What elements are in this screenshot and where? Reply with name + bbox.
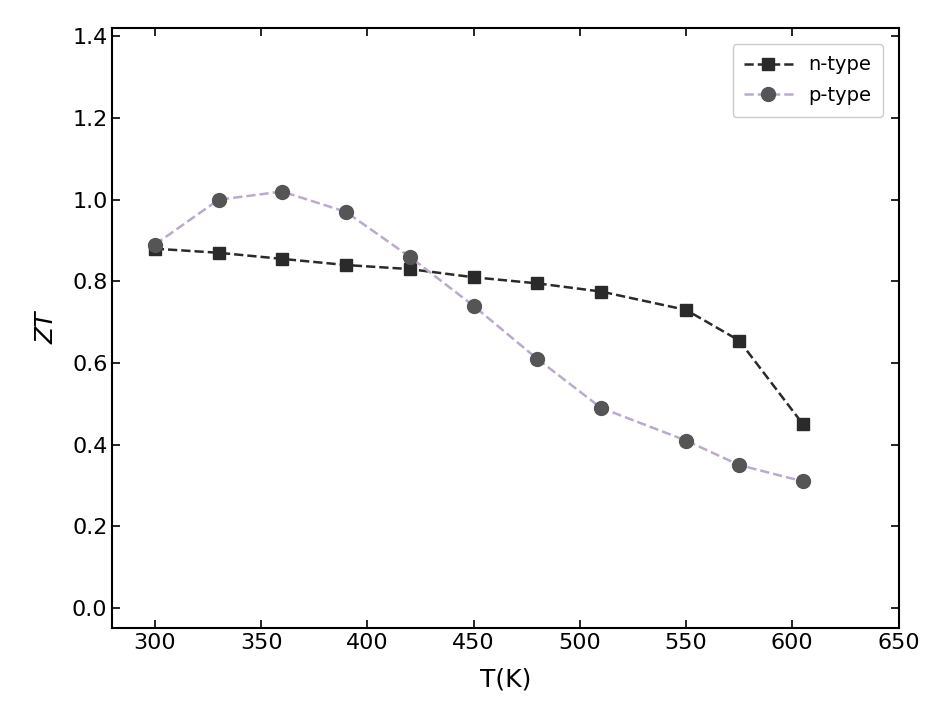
p-type bbox=[680, 436, 692, 445]
n-type bbox=[797, 420, 809, 429]
n-type bbox=[341, 261, 352, 269]
Legend: n-type, p-type: n-type, p-type bbox=[733, 44, 883, 116]
p-type bbox=[277, 187, 288, 196]
p-type bbox=[149, 240, 160, 249]
p-type bbox=[797, 477, 809, 486]
X-axis label: T(K): T(K) bbox=[480, 667, 531, 691]
n-type bbox=[468, 273, 479, 282]
n-type bbox=[404, 265, 416, 273]
p-type bbox=[532, 354, 543, 363]
n-type bbox=[680, 306, 692, 314]
p-type bbox=[213, 196, 225, 204]
n-type bbox=[532, 279, 543, 287]
n-type bbox=[213, 249, 225, 257]
p-type bbox=[341, 208, 352, 216]
Line: p-type: p-type bbox=[148, 184, 810, 489]
n-type bbox=[595, 287, 607, 296]
n-type bbox=[734, 336, 745, 345]
n-type bbox=[149, 244, 160, 253]
p-type bbox=[468, 301, 479, 310]
p-type bbox=[404, 253, 416, 261]
n-type bbox=[277, 255, 288, 263]
Line: n-type: n-type bbox=[149, 243, 809, 430]
p-type bbox=[734, 461, 745, 469]
p-type bbox=[595, 404, 607, 412]
Y-axis label: ZT: ZT bbox=[34, 312, 58, 345]
